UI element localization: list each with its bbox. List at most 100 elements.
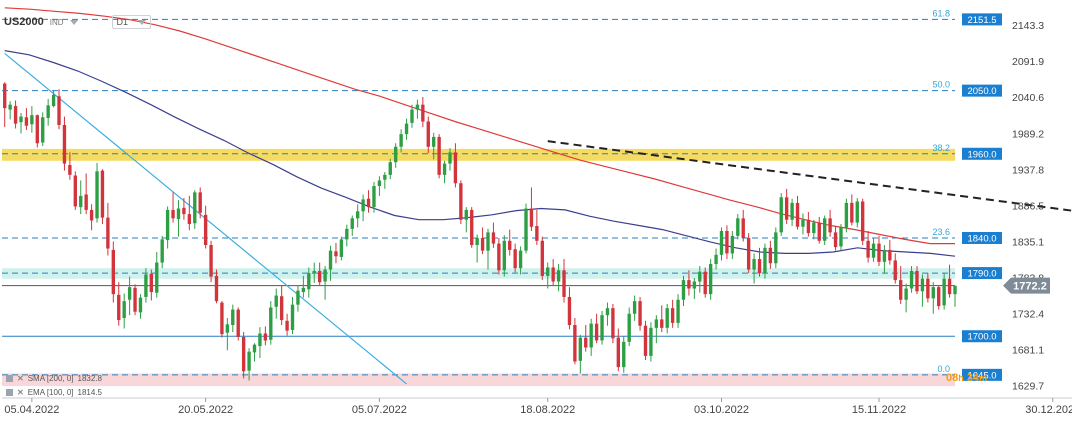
symbol-label: US2000	[4, 16, 44, 28]
candle-body	[687, 280, 691, 289]
candle-body	[741, 218, 745, 238]
candle-body	[383, 174, 387, 180]
candle-body	[622, 341, 626, 368]
candle-body	[692, 281, 697, 289]
candle-body	[149, 273, 154, 293]
candle-body	[155, 262, 159, 293]
candle-body	[708, 263, 713, 295]
candle-body	[111, 249, 116, 295]
candle-body	[567, 296, 572, 326]
symbol-dropdown-icon[interactable]	[69, 19, 78, 25]
candle-body	[649, 327, 653, 356]
candle-body	[328, 250, 333, 270]
candle-body	[355, 211, 360, 219]
close-icon[interactable]: ✕	[17, 388, 24, 397]
candle-body	[470, 209, 474, 246]
candle-body	[285, 320, 289, 331]
candle-body	[117, 294, 121, 321]
x-tick-label: 03.10.2022	[694, 404, 749, 416]
candle-body	[676, 299, 680, 323]
candle-body	[681, 280, 686, 300]
candle-body	[589, 323, 593, 348]
candle-body	[41, 117, 45, 143]
candle-body	[497, 243, 501, 271]
candle-body	[953, 285, 957, 295]
candle-body	[437, 136, 441, 175]
candle-body	[779, 197, 783, 233]
candle-timer: 08h 34m	[946, 372, 987, 384]
candle-body	[182, 207, 186, 215]
x-tick-label: 05.07.2022	[352, 404, 407, 416]
candle-body	[62, 125, 67, 164]
candle-body	[350, 218, 354, 229]
y-tick-label: 1681.1	[1012, 345, 1044, 357]
y-tick-label: 2143.3	[1012, 20, 1044, 32]
candle-body	[562, 270, 566, 297]
candle-body	[725, 230, 729, 254]
fib-price-label: 1645.0	[967, 370, 996, 381]
candle-body	[247, 351, 251, 371]
candle-body	[448, 152, 452, 164]
y-tick-label: 2040.6	[1012, 92, 1044, 104]
candle-body	[491, 232, 496, 244]
timeframe-selector[interactable]: D1	[111, 15, 152, 29]
close-icon[interactable]: ✕	[17, 374, 24, 383]
candle-body	[594, 323, 599, 341]
y-tick-label: 2091.9	[1012, 56, 1044, 68]
candle-body	[556, 270, 561, 282]
candle-body	[877, 243, 881, 262]
candle-body	[231, 309, 235, 326]
exchange-label: IND	[49, 17, 64, 27]
candle-body	[573, 325, 577, 362]
fib-price-tag	[962, 84, 1002, 97]
candle-body	[274, 295, 278, 307]
candle-body	[926, 278, 930, 299]
candle-body	[839, 227, 843, 247]
x-tick-label: 30.12.2022	[1025, 404, 1072, 416]
candle-body	[654, 319, 659, 328]
fib-ratio-label: 23.6	[932, 227, 950, 237]
candle-body	[464, 209, 468, 220]
candle-body	[632, 301, 637, 314]
candle-body	[252, 344, 257, 353]
candle-body	[714, 254, 718, 264]
candle-body	[812, 222, 816, 234]
candle-body	[768, 247, 773, 264]
current-price-label: 1772.2	[1013, 281, 1047, 293]
candle-body	[100, 170, 105, 218]
candle-body	[801, 219, 805, 227]
candle-body	[279, 296, 284, 321]
indicator-settings-icon[interactable]	[6, 389, 13, 396]
candle-body	[942, 278, 946, 306]
candle-body	[3, 83, 7, 109]
candle-body	[269, 307, 273, 340]
candle-body	[334, 251, 338, 257]
candle-body	[844, 202, 849, 228]
candle-body	[899, 280, 903, 300]
candle-body	[361, 199, 365, 212]
candle-body	[46, 105, 50, 118]
candle-body	[605, 308, 610, 316]
candle-body	[752, 259, 756, 270]
fib-ratio-label: 0.0	[937, 364, 950, 374]
candle-body	[486, 232, 490, 251]
fib-price-label: 1960.0	[967, 149, 996, 160]
candle-body	[508, 240, 512, 250]
candle-body	[220, 302, 224, 335]
candle-body	[95, 171, 99, 219]
candle-body	[404, 123, 409, 135]
zone-band	[2, 148, 955, 161]
candle-body	[480, 237, 485, 251]
indicator-settings-icon[interactable]	[6, 375, 13, 382]
candle-body	[535, 226, 539, 241]
candle-body	[665, 308, 669, 328]
candle-body	[937, 287, 941, 307]
legend-ema: ✕ EMA [100, 0] 1814.5	[6, 388, 102, 397]
candle-body	[904, 288, 908, 300]
candle-body	[871, 243, 876, 258]
candle-body	[638, 301, 642, 326]
candle-body	[377, 180, 382, 187]
candle-body	[171, 209, 175, 219]
candle-body	[915, 270, 919, 292]
